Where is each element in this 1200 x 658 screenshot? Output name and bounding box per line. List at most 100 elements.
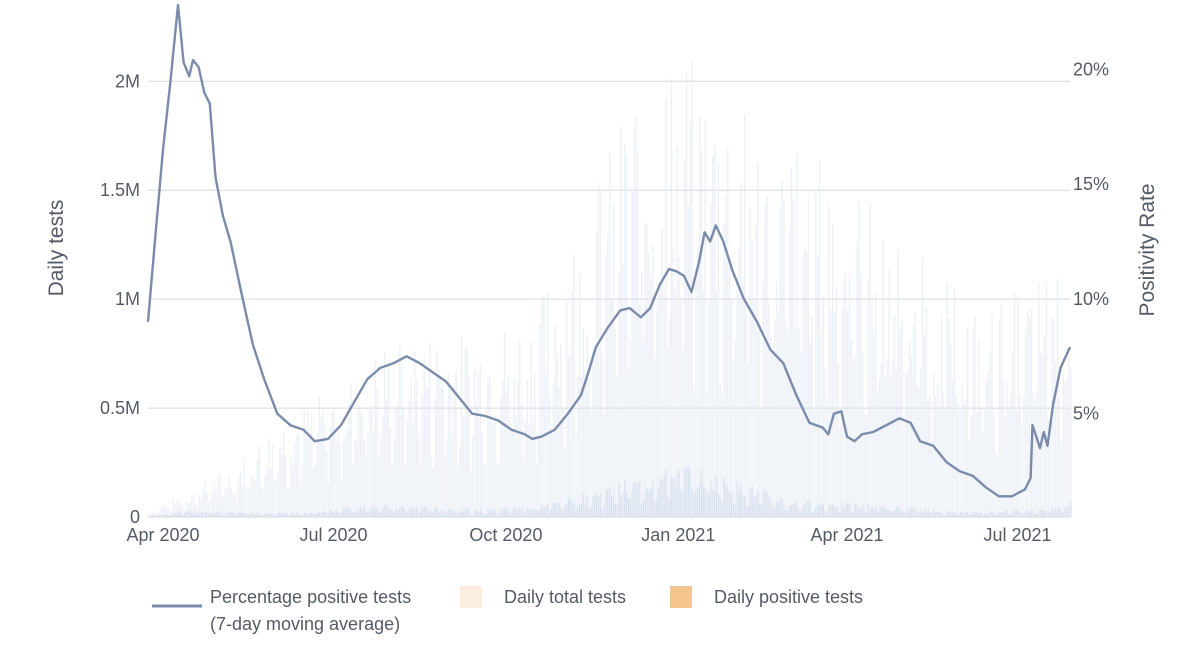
total-tests-bar	[884, 376, 886, 517]
total-tests-bar	[168, 508, 171, 517]
total-tests-bar	[689, 123, 691, 517]
positive-tests-bar	[176, 513, 178, 517]
total-tests-bar	[590, 411, 592, 517]
total-tests-bar	[946, 282, 948, 517]
positive-tests-bar	[202, 511, 204, 517]
positive-tests-bar	[341, 513, 343, 517]
positive-tests-bar	[290, 513, 292, 517]
total-tests-bar	[286, 488, 289, 517]
total-tests-bar	[215, 491, 217, 517]
total-tests-bar	[438, 378, 440, 517]
total-tests-bar	[953, 288, 956, 517]
total-tests-bar	[161, 508, 163, 517]
legend-item-positive-tests[interactable]: Daily positive tests	[670, 586, 863, 608]
positive-tests-bar	[787, 509, 789, 517]
positive-tests-bar	[320, 512, 322, 517]
positive-tests-bar	[1064, 507, 1066, 517]
positive-tests-bar	[625, 493, 628, 517]
total-tests-bar	[577, 376, 579, 517]
total-tests-bar	[224, 486, 227, 517]
positive-tests-bar	[1023, 513, 1025, 517]
total-tests-bar	[1056, 279, 1059, 517]
total-tests-bar	[172, 499, 174, 517]
positive-tests-bar	[790, 505, 793, 517]
total-tests-bar	[301, 466, 304, 517]
total-tests-bar	[713, 145, 716, 517]
total-tests-bar	[794, 325, 796, 517]
total-tests-bar	[457, 466, 459, 517]
total-tests-bar	[770, 336, 772, 517]
x-tick-label: Jul 2020	[299, 525, 367, 545]
total-tests-bar	[876, 391, 879, 517]
total-tests-bar	[822, 295, 825, 517]
total-tests-bar	[955, 394, 958, 517]
total-tests-bar	[252, 477, 255, 517]
total-tests-bar	[520, 403, 523, 517]
positive-tests-bar	[925, 512, 928, 517]
positive-tests-bar	[773, 506, 776, 517]
positive-tests-bar	[875, 506, 877, 517]
positive-tests-bar	[449, 511, 452, 517]
positive-tests-bar	[213, 513, 215, 517]
total-tests-bar	[387, 359, 390, 517]
positive-tests-bar	[539, 509, 542, 517]
positive-tests-bar	[592, 496, 594, 517]
positive-tests-bar	[1053, 510, 1055, 517]
total-tests-bar	[875, 293, 877, 517]
total-tests-bar	[963, 404, 965, 517]
total-tests-bar	[745, 314, 748, 517]
positive-tests-bar	[983, 514, 986, 517]
total-tests-bar	[970, 415, 973, 517]
positive-tests-bar	[466, 508, 468, 517]
total-tests-bar	[481, 431, 483, 517]
positive-tests-bar	[852, 510, 855, 517]
positive-tests-bar	[554, 503, 557, 517]
total-tests-bar	[335, 442, 337, 517]
total-tests-bar	[318, 396, 320, 517]
positive-tests-bar	[691, 487, 693, 517]
positive-tests-bar	[429, 509, 431, 517]
total-tests-bar	[980, 406, 982, 517]
total-tests-bar	[303, 409, 305, 517]
legend-item-total-tests[interactable]: Daily total tests	[460, 586, 626, 608]
total-tests-bar	[899, 328, 901, 517]
total-tests-bar	[1034, 400, 1036, 517]
positive-tests-bar	[710, 480, 712, 517]
total-tests-bar	[459, 446, 461, 517]
positive-tests-bar	[638, 479, 641, 517]
legend-label-positivity-line2: (7-day moving average)	[210, 614, 400, 634]
positive-tests-bar	[500, 508, 502, 517]
legend-item-positivity[interactable]: Percentage positive tests (7-day moving …	[152, 587, 411, 634]
positive-tests-bar	[1068, 507, 1070, 517]
positive-tests-bar	[582, 492, 585, 517]
total-tests-bar	[455, 370, 457, 517]
total-tests-bar	[342, 439, 345, 517]
total-tests-bar	[676, 145, 678, 517]
y-right-tick-label: 15%	[1073, 174, 1109, 194]
positive-tests-bar	[232, 512, 234, 517]
positive-tests-bar	[350, 510, 352, 517]
total-tests-bar	[891, 359, 894, 517]
positive-tests-bar	[646, 488, 648, 517]
total-tests-bar	[1068, 348, 1070, 517]
y-left-tick-label: 1M	[115, 289, 140, 309]
total-tests-bar	[575, 432, 577, 517]
positive-tests-bar	[1043, 511, 1046, 517]
positive-tests-bar	[519, 508, 521, 517]
total-tests-bar	[594, 360, 596, 517]
positive-tests-bar	[931, 512, 933, 517]
positive-tests-bar	[221, 514, 223, 517]
positive-tests-bar	[430, 513, 433, 517]
positive-tests-bar	[294, 513, 296, 517]
positive-tests-bar	[687, 466, 690, 517]
total-tests-bar	[652, 244, 654, 517]
total-tests-bar	[247, 486, 249, 517]
total-tests-bar	[239, 471, 242, 517]
total-tests-bar	[742, 283, 744, 517]
positive-tests-bar	[845, 504, 847, 517]
positive-tests-bar	[980, 511, 982, 517]
total-tests-bar	[361, 417, 364, 517]
total-tests-bar	[998, 319, 1001, 517]
positive-tests-bar	[895, 506, 898, 517]
